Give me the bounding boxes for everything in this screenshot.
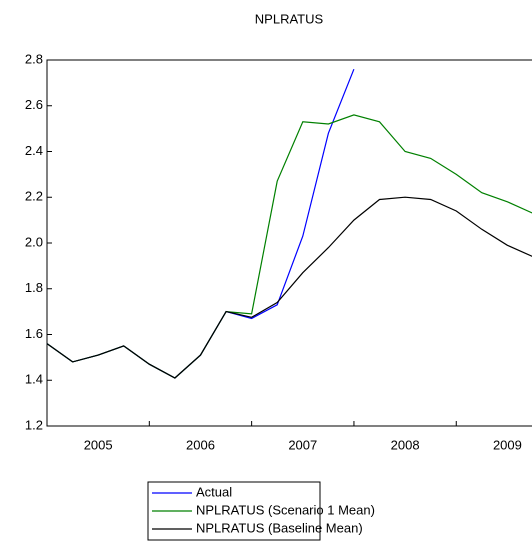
data-line (46, 68, 355, 379)
y-tick-label: 2.4 (25, 143, 43, 158)
x-tick-label: 2006 (186, 437, 215, 452)
plot-frame (46, 59, 532, 427)
legend-label: NPLRATUS (Scenario 1 Mean) (196, 502, 375, 517)
y-tick-label: 1.8 (25, 280, 43, 295)
y-tick-label: 2.0 (25, 234, 43, 249)
data-line (46, 114, 532, 379)
y-tick-label: 1.2 (25, 417, 43, 432)
y-tick-label: 1.4 (25, 372, 43, 387)
y-tick-label: 2.6 (25, 97, 43, 112)
x-tick-label: 2007 (288, 437, 317, 452)
chart-title: NPLRATUS (255, 11, 324, 26)
legend-label: NPLRATUS (Baseline Mean) (196, 520, 363, 535)
legend-label: Actual (196, 484, 232, 499)
x-tick-label: 2009 (493, 437, 522, 452)
data-line (46, 196, 532, 379)
x-tick-label: 2005 (84, 437, 113, 452)
y-tick-label: 1.6 (25, 326, 43, 341)
y-tick-label: 2.2 (25, 189, 43, 204)
x-tick-label: 2008 (391, 437, 420, 452)
y-tick-label: 2.8 (25, 51, 43, 66)
